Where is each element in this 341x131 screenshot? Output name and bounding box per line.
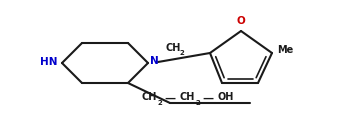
- Text: CH: CH: [165, 43, 180, 53]
- Text: O: O: [237, 16, 246, 26]
- Text: 2: 2: [157, 100, 162, 106]
- Text: —: —: [164, 94, 175, 104]
- Text: N: N: [150, 56, 159, 66]
- Text: 2: 2: [180, 50, 185, 56]
- Text: Me: Me: [277, 45, 293, 55]
- Text: —: —: [202, 94, 213, 104]
- Text: OH: OH: [218, 92, 234, 102]
- Text: CH: CH: [142, 92, 158, 102]
- Text: HN: HN: [40, 57, 58, 67]
- Text: 2: 2: [195, 100, 200, 106]
- Text: CH: CH: [180, 92, 195, 102]
